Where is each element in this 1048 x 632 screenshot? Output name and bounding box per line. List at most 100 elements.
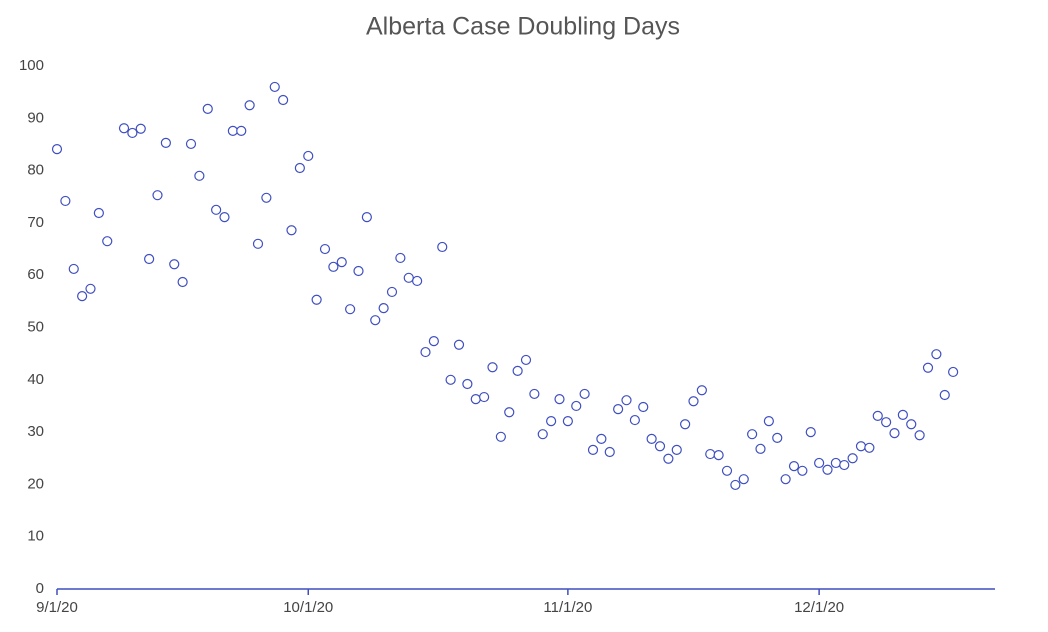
point xyxy=(412,275,423,287)
y-tick-label: 20 xyxy=(27,475,44,492)
point xyxy=(77,291,88,302)
point xyxy=(453,339,465,350)
point xyxy=(788,460,800,472)
point xyxy=(939,389,950,401)
point xyxy=(160,137,171,148)
point xyxy=(571,400,582,412)
point xyxy=(948,366,959,378)
point xyxy=(361,212,372,223)
y-tick-label: 50 xyxy=(27,318,44,335)
point xyxy=(244,100,255,111)
point xyxy=(646,433,657,444)
point xyxy=(261,192,272,203)
point xyxy=(294,162,305,174)
point xyxy=(906,419,917,430)
point xyxy=(780,474,791,485)
point xyxy=(763,416,774,427)
point xyxy=(93,207,104,219)
point xyxy=(353,265,364,277)
point xyxy=(102,236,113,247)
point xyxy=(420,346,431,358)
y-tick-label: 100 xyxy=(19,57,44,74)
point xyxy=(512,365,523,377)
y-tick-label: 40 xyxy=(27,371,44,388)
point xyxy=(336,257,347,268)
point xyxy=(596,433,607,444)
point xyxy=(855,441,867,452)
point xyxy=(537,429,548,440)
point xyxy=(688,396,699,407)
y-tick-label: 80 xyxy=(27,162,44,179)
point xyxy=(60,195,71,207)
point xyxy=(579,388,590,400)
point xyxy=(504,407,515,418)
point xyxy=(345,304,356,315)
point xyxy=(462,378,473,390)
point xyxy=(613,403,624,415)
point xyxy=(839,459,850,471)
point xyxy=(738,474,749,485)
point xyxy=(219,212,230,223)
point xyxy=(822,464,833,475)
point xyxy=(169,259,180,270)
point xyxy=(546,416,557,427)
point xyxy=(520,354,532,366)
point xyxy=(185,138,197,150)
point xyxy=(403,272,414,283)
point xyxy=(847,453,858,464)
point xyxy=(604,446,615,458)
point xyxy=(755,443,766,454)
point xyxy=(319,243,331,255)
x-tick-label: 11/1/20 xyxy=(543,599,592,616)
point xyxy=(654,441,666,452)
point xyxy=(487,362,498,373)
point xyxy=(587,444,599,455)
point xyxy=(730,479,741,491)
point xyxy=(470,394,481,405)
point xyxy=(445,374,456,385)
point xyxy=(479,391,490,403)
y-tick-label: 30 xyxy=(27,423,44,440)
point xyxy=(663,453,674,464)
point xyxy=(211,204,222,215)
y-tick-label: 10 xyxy=(27,528,44,545)
point xyxy=(562,416,573,427)
point xyxy=(85,283,96,294)
point xyxy=(554,394,565,405)
point xyxy=(127,127,138,139)
point xyxy=(303,150,314,162)
point xyxy=(252,238,264,249)
y-tick-label: 60 xyxy=(27,266,44,283)
point xyxy=(370,315,381,326)
point xyxy=(278,94,289,106)
point xyxy=(864,442,875,453)
point xyxy=(51,144,63,155)
point xyxy=(378,303,389,314)
x-tick-label: 10/1/20 xyxy=(283,599,333,616)
point xyxy=(437,241,448,253)
point xyxy=(529,388,540,400)
point xyxy=(721,465,733,476)
point xyxy=(830,457,841,469)
point xyxy=(931,349,942,360)
point xyxy=(135,123,146,134)
point xyxy=(328,261,339,272)
point xyxy=(194,170,205,181)
point xyxy=(747,429,758,440)
point xyxy=(897,409,908,420)
point xyxy=(118,123,130,134)
point xyxy=(914,430,925,441)
x-tick-label: 12/1/20 xyxy=(794,599,844,616)
point xyxy=(395,252,406,264)
point xyxy=(696,385,707,396)
point xyxy=(495,431,506,442)
point xyxy=(680,419,691,430)
point xyxy=(881,417,892,428)
point xyxy=(177,276,188,288)
point xyxy=(772,432,783,443)
point xyxy=(68,263,79,275)
point xyxy=(144,253,155,265)
point xyxy=(152,190,163,201)
